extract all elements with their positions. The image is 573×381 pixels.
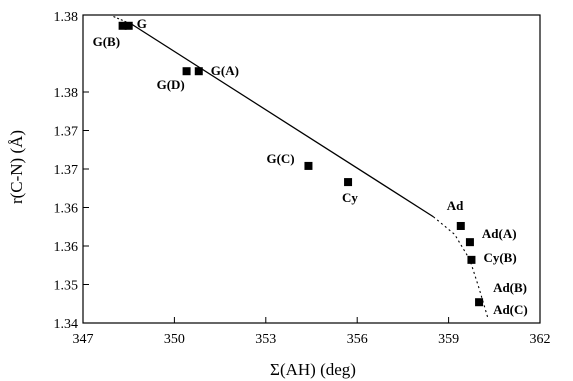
x-axis: 347 350 353 356 359 362	[73, 317, 551, 347]
y-axis: 1.34 1.35 1.36 1.36 1.37 1.37 1.38 1.38	[54, 10, 89, 332]
y-tick-label: 1.38	[54, 86, 79, 101]
x-axis-title: Σ(AH) (deg)	[270, 360, 356, 379]
point-label: Ad(A)	[482, 226, 517, 241]
data-point	[304, 161, 313, 170]
data-point	[124, 21, 133, 30]
data-point	[118, 21, 127, 30]
point-label: Cy(B)	[483, 250, 516, 265]
x-tick-label: 356	[347, 332, 368, 347]
point-labels: G(B) G G(D) G(A) G(C) Cy Ad Ad(A) Cy(B) Ad(B) Ad(C…	[93, 16, 528, 317]
point-label: Cy	[342, 190, 358, 205]
y-tick-label: 1.35	[54, 279, 79, 294]
y-tick-label: 1.37	[54, 163, 79, 178]
data-point	[467, 255, 476, 264]
point-label: Ad(B)	[493, 280, 527, 295]
y-tick-label: 1.36	[54, 240, 79, 255]
point-label: Ad	[447, 198, 464, 213]
point-label: G(A)	[211, 63, 239, 78]
y-tick-label: 1.34	[54, 317, 79, 332]
data-point	[182, 67, 191, 76]
fit-line	[113, 16, 489, 320]
data-point	[456, 221, 465, 230]
data-point	[194, 67, 203, 76]
point-label: Ad(C)	[493, 302, 528, 317]
fit-line-solid	[131, 23, 434, 218]
x-tick-label: 350	[164, 332, 185, 347]
x-tick-label: 347	[73, 332, 94, 347]
data-point	[475, 298, 484, 307]
data-point	[465, 238, 474, 247]
x-tick-label: 353	[255, 332, 276, 347]
y-axis-title: r(C-N) (Å)	[7, 130, 26, 204]
y-tick-label: 1.36	[54, 202, 79, 217]
point-label: G(B)	[93, 34, 120, 49]
y-tick-label: 1.37	[54, 125, 79, 140]
point-label: G(D)	[157, 77, 185, 92]
y-tick-label-top: 1.38	[54, 10, 79, 25]
data-point	[344, 178, 353, 187]
x-tick-label: 362	[530, 332, 551, 347]
x-tick-label: 359	[438, 332, 459, 347]
data-points	[118, 21, 484, 307]
point-label: G(C)	[266, 151, 294, 166]
point-label: G	[137, 16, 147, 31]
